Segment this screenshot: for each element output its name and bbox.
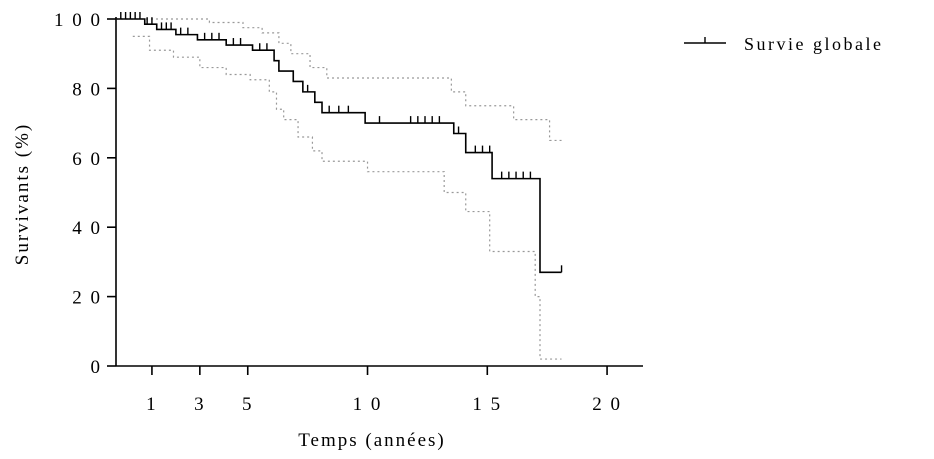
y-tick-label: 1 0 0 xyxy=(54,10,102,31)
x-tick-label: 5 xyxy=(242,394,254,415)
y-tick-label: 8 0 xyxy=(72,79,102,100)
survival-curve xyxy=(116,18,562,274)
y-tick-label: 4 0 xyxy=(72,218,102,239)
censor-marks xyxy=(120,12,563,273)
y-axis-title: Survivants (%) xyxy=(12,123,33,266)
legend-label: Survie globale xyxy=(744,34,883,54)
survival-step-line xyxy=(116,18,562,274)
x-tick-label: 2 0 xyxy=(592,394,622,415)
x-tick-label: 1 xyxy=(146,394,158,415)
x-tick-label: 1 5 xyxy=(472,394,502,415)
ci-bound-line xyxy=(132,35,562,360)
y-tick-label: 0 xyxy=(91,357,103,378)
x-tick-label: 3 xyxy=(194,394,206,415)
ci-bound-line xyxy=(116,18,562,142)
x-tick-label: 1 0 xyxy=(353,394,383,415)
confidence-interval-lines xyxy=(116,18,562,360)
legend: Survie globale xyxy=(684,34,883,54)
y-tick-label: 6 0 xyxy=(72,149,102,170)
axes xyxy=(115,17,643,367)
y-tick-label: 2 0 xyxy=(72,288,102,309)
x-axis-title: Temps (années) xyxy=(298,430,445,451)
x-axis-ticks: 1 3 5 1 0 1 5 2 0 xyxy=(146,366,622,415)
y-axis-ticks: 0 2 0 4 0 6 0 8 0 1 0 0 xyxy=(54,10,116,378)
